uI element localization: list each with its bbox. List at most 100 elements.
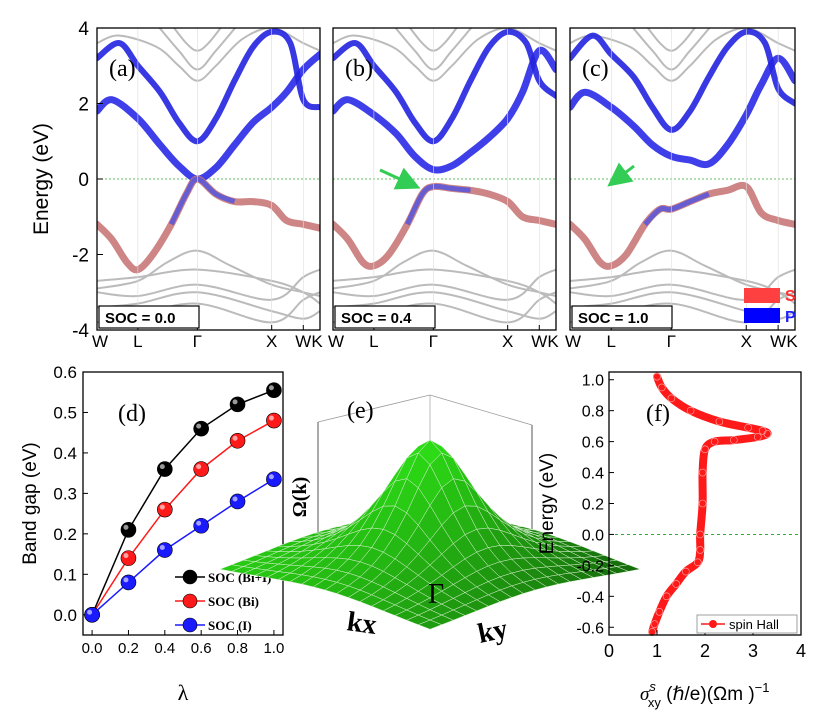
data-point-highlight bbox=[268, 474, 274, 480]
legend-label: SOC (Bi) bbox=[208, 594, 259, 609]
data-point bbox=[120, 550, 137, 566]
panel-label: (b) bbox=[345, 56, 373, 82]
data-point-highlight bbox=[232, 399, 238, 405]
y-tick-label: 0.1 bbox=[53, 565, 77, 584]
panel-d: 0.0 0.2 0.4 0.6 0.8 1.0 0.0 0.1 0.2 0.3 0.4 0.5 0.6 B… bbox=[20, 363, 284, 705]
x-tick-label: L bbox=[607, 332, 616, 351]
data-point-highlight bbox=[123, 577, 129, 583]
data-point-highlight bbox=[87, 609, 93, 615]
legend-marker bbox=[182, 569, 198, 585]
data-point-highlight bbox=[232, 435, 238, 441]
legend-marker bbox=[182, 617, 198, 633]
data-point bbox=[753, 433, 762, 441]
soc-box bbox=[571, 305, 673, 329]
legend-label: spin Hall bbox=[729, 617, 779, 632]
data-point bbox=[653, 372, 661, 381]
y-tick-label: 0.2 bbox=[582, 497, 604, 514]
y-tick-label: -0.4 bbox=[576, 589, 604, 606]
x-tick-label: X bbox=[741, 332, 752, 351]
x-tick-label: 0.2 bbox=[118, 640, 139, 657]
x-tick-label: K bbox=[311, 332, 323, 351]
y-tick-label: 0.4 bbox=[53, 444, 77, 463]
plot-area bbox=[97, 28, 320, 330]
data-point-highlight bbox=[268, 385, 274, 391]
y-tick-label: -2 bbox=[72, 246, 89, 267]
data-point bbox=[698, 468, 707, 477]
plot-area bbox=[333, 28, 556, 330]
x-axis-label-units: (ℏ/e)(Ωm ) bbox=[661, 684, 755, 705]
x-tick-label: Γ bbox=[193, 332, 202, 351]
x-tick-label: W bbox=[295, 332, 311, 351]
panel-label: (f) bbox=[646, 401, 670, 427]
y-tick-label: 0.8 bbox=[582, 404, 604, 421]
y-tick-label: 0.0 bbox=[53, 606, 77, 625]
y-tick-label: 0.6 bbox=[53, 363, 77, 382]
y-tick-label: 4 bbox=[78, 19, 89, 40]
x-tick-label: 1.0 bbox=[263, 640, 284, 657]
plot-frame bbox=[332, 27, 557, 331]
x-tick-label: X bbox=[502, 332, 513, 351]
y-tick-label: -0.6 bbox=[576, 620, 604, 637]
x-tick-label: 0.8 bbox=[227, 640, 248, 657]
x-tick-label: 0.6 bbox=[191, 640, 212, 657]
data-point-highlight bbox=[196, 423, 202, 429]
y-axis-label: Energy (eV) bbox=[30, 123, 53, 235]
data-point bbox=[729, 436, 738, 444]
spin-hall-curve bbox=[648, 372, 772, 636]
x-axis-label: λ bbox=[178, 680, 189, 705]
data-point bbox=[715, 417, 724, 426]
x-tick-label: W bbox=[328, 332, 344, 351]
data-point bbox=[84, 606, 100, 623]
x-axis-label: σs xy (ℏ/e)(Ωm )−1 bbox=[640, 679, 770, 710]
x-tick-label: 3 bbox=[748, 641, 758, 661]
y-tick-label: 1.0 bbox=[582, 373, 604, 390]
data-point bbox=[120, 521, 137, 538]
soc-box-label: SOC = 1.0 bbox=[578, 310, 648, 327]
gap-arrow bbox=[607, 162, 635, 187]
x-tick-label: 4 bbox=[796, 641, 806, 661]
y-tick-label: 0.2 bbox=[53, 525, 77, 544]
data-point bbox=[696, 530, 705, 539]
x-tick-label: W bbox=[92, 332, 108, 351]
x-tick-label: K bbox=[786, 332, 798, 351]
data-point bbox=[229, 396, 246, 413]
x-axis-label: kx bbox=[345, 606, 379, 641]
data-point-highlight bbox=[159, 504, 165, 510]
data-point bbox=[710, 437, 719, 446]
data-point bbox=[120, 574, 137, 591]
data-point bbox=[650, 620, 659, 628]
legend-p-swatch bbox=[744, 308, 780, 323]
legend-box bbox=[696, 614, 798, 634]
y-tick-label: -4 bbox=[72, 321, 89, 342]
x-axis-label-sigma: σ bbox=[640, 684, 650, 705]
grey-band-line bbox=[97, 268, 320, 301]
data-point bbox=[701, 445, 709, 454]
x-tick-label: K bbox=[547, 332, 559, 351]
data-point bbox=[229, 493, 246, 510]
soc-box bbox=[334, 305, 436, 329]
y-tick-label: 0.6 bbox=[582, 435, 604, 452]
x-tick-label: 0 bbox=[604, 641, 614, 661]
x-tick-label: 2 bbox=[700, 641, 710, 661]
x-tick-label: Γ bbox=[429, 332, 438, 351]
grey-band-line bbox=[97, 291, 320, 320]
data-point-highlight bbox=[123, 524, 129, 530]
data-point bbox=[193, 461, 209, 477]
y-tick-label: -0.2 bbox=[576, 558, 604, 575]
data-point-highlight bbox=[196, 520, 202, 526]
data-point bbox=[763, 430, 772, 438]
gap-arrow bbox=[379, 167, 421, 190]
y-axis-label: Energy (eV) bbox=[537, 453, 558, 554]
data-point bbox=[667, 394, 676, 403]
data-point bbox=[266, 471, 282, 488]
legend-s-swatch bbox=[744, 288, 780, 303]
data-point bbox=[686, 406, 695, 415]
data-point bbox=[157, 461, 173, 477]
legend-marker bbox=[709, 620, 717, 628]
data-point bbox=[655, 607, 664, 616]
y-tick-label: 0.5 bbox=[53, 403, 77, 422]
plot-frame bbox=[82, 371, 284, 636]
grey-band-line bbox=[333, 268, 556, 301]
